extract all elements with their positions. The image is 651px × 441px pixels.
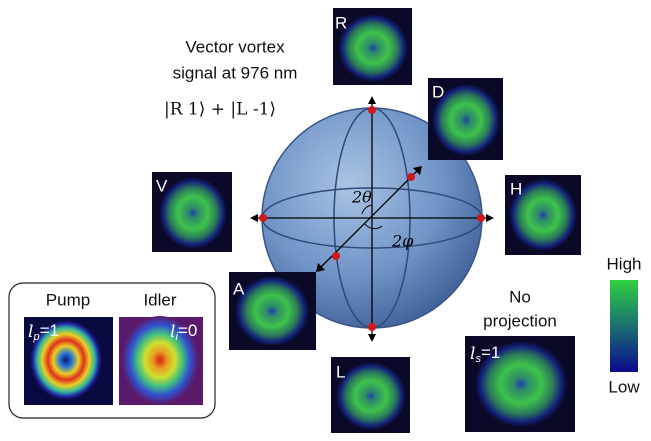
no-projection-label: No	[509, 287, 531, 306]
inset-title: Idler	[143, 290, 176, 309]
colorbar-label: High	[607, 254, 642, 273]
colorbar	[610, 280, 638, 372]
mode-label: ls=1	[470, 343, 500, 364]
mode-label: li=0	[170, 321, 197, 342]
no-projection-label: projection	[483, 311, 557, 330]
projection-label: V	[156, 176, 168, 195]
theta-label: 2θ	[351, 188, 372, 207]
phi-label: 2φ	[391, 232, 414, 251]
title-line: signal at 976 nm	[173, 63, 298, 82]
inset: Pump Idler lp=1 li=0	[9, 283, 215, 418]
projection-label: A	[233, 279, 245, 298]
inset-title: Pump	[46, 290, 90, 309]
projection-label: H	[510, 179, 522, 198]
projection-label: L	[336, 362, 345, 381]
figure: Vector vortex signal at 976 nm |R 1⟩ + |…	[0, 0, 651, 441]
colorbar-label: Low	[608, 377, 640, 396]
mode-label: lp=1	[28, 321, 59, 342]
projection-label: D	[432, 82, 444, 101]
state-label: |R 1⟩ + |L -1⟩	[164, 100, 276, 120]
title-line: Vector vortex	[185, 37, 285, 56]
projection-label: R	[335, 13, 347, 32]
